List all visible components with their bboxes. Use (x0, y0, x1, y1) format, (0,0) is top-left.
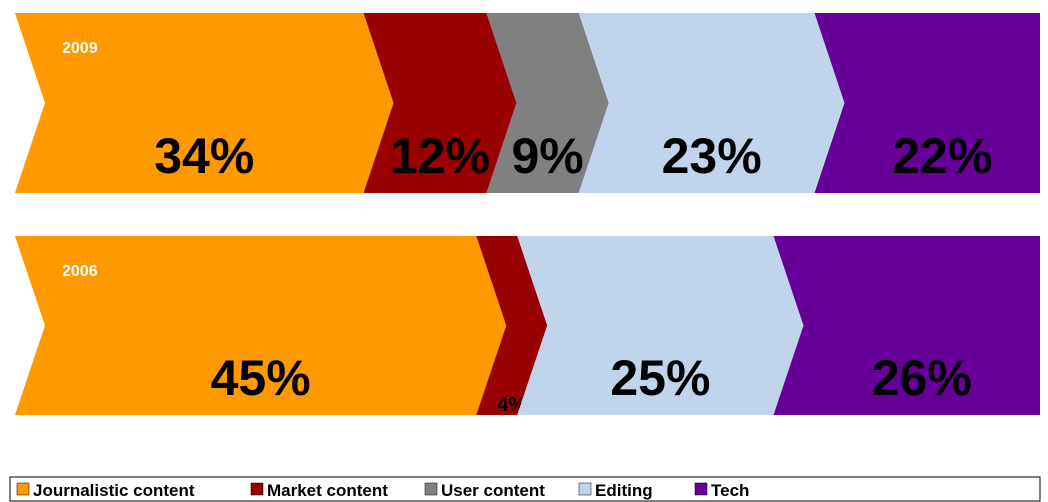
legend-swatch (424, 482, 438, 496)
value-label: 25% (610, 350, 710, 406)
value-label: 12% (390, 128, 490, 184)
value-label: 22% (892, 128, 992, 184)
value-label: 34% (154, 128, 254, 184)
legend-label: User content (441, 481, 545, 500)
legend-box (9, 476, 1041, 502)
legend-swatch (578, 482, 592, 496)
bar-segment (15, 236, 507, 415)
value-label: 23% (662, 128, 762, 184)
legend-swatch (16, 482, 30, 496)
legend-label: Market content (267, 481, 388, 500)
bar-segment (773, 236, 1040, 415)
bar-segment (814, 13, 1040, 193)
bar-segment (15, 13, 394, 193)
legend-label: Tech (711, 481, 749, 500)
legend-label: Editing (595, 481, 653, 500)
value-label: 9% (511, 128, 583, 184)
bar-segment (363, 13, 517, 193)
category-label: 2006 (62, 263, 98, 280)
bar-segment (578, 13, 845, 193)
category-label: 2009 (62, 40, 98, 57)
value-label: 45% (211, 350, 311, 406)
value-label: 26% (872, 350, 972, 406)
bar-segment (517, 236, 804, 415)
bar-segment (476, 236, 548, 415)
legend-swatch (250, 482, 264, 496)
bar-segment (486, 13, 609, 193)
legend-swatch (694, 482, 708, 496)
legend-label: Journalistic content (33, 481, 195, 500)
